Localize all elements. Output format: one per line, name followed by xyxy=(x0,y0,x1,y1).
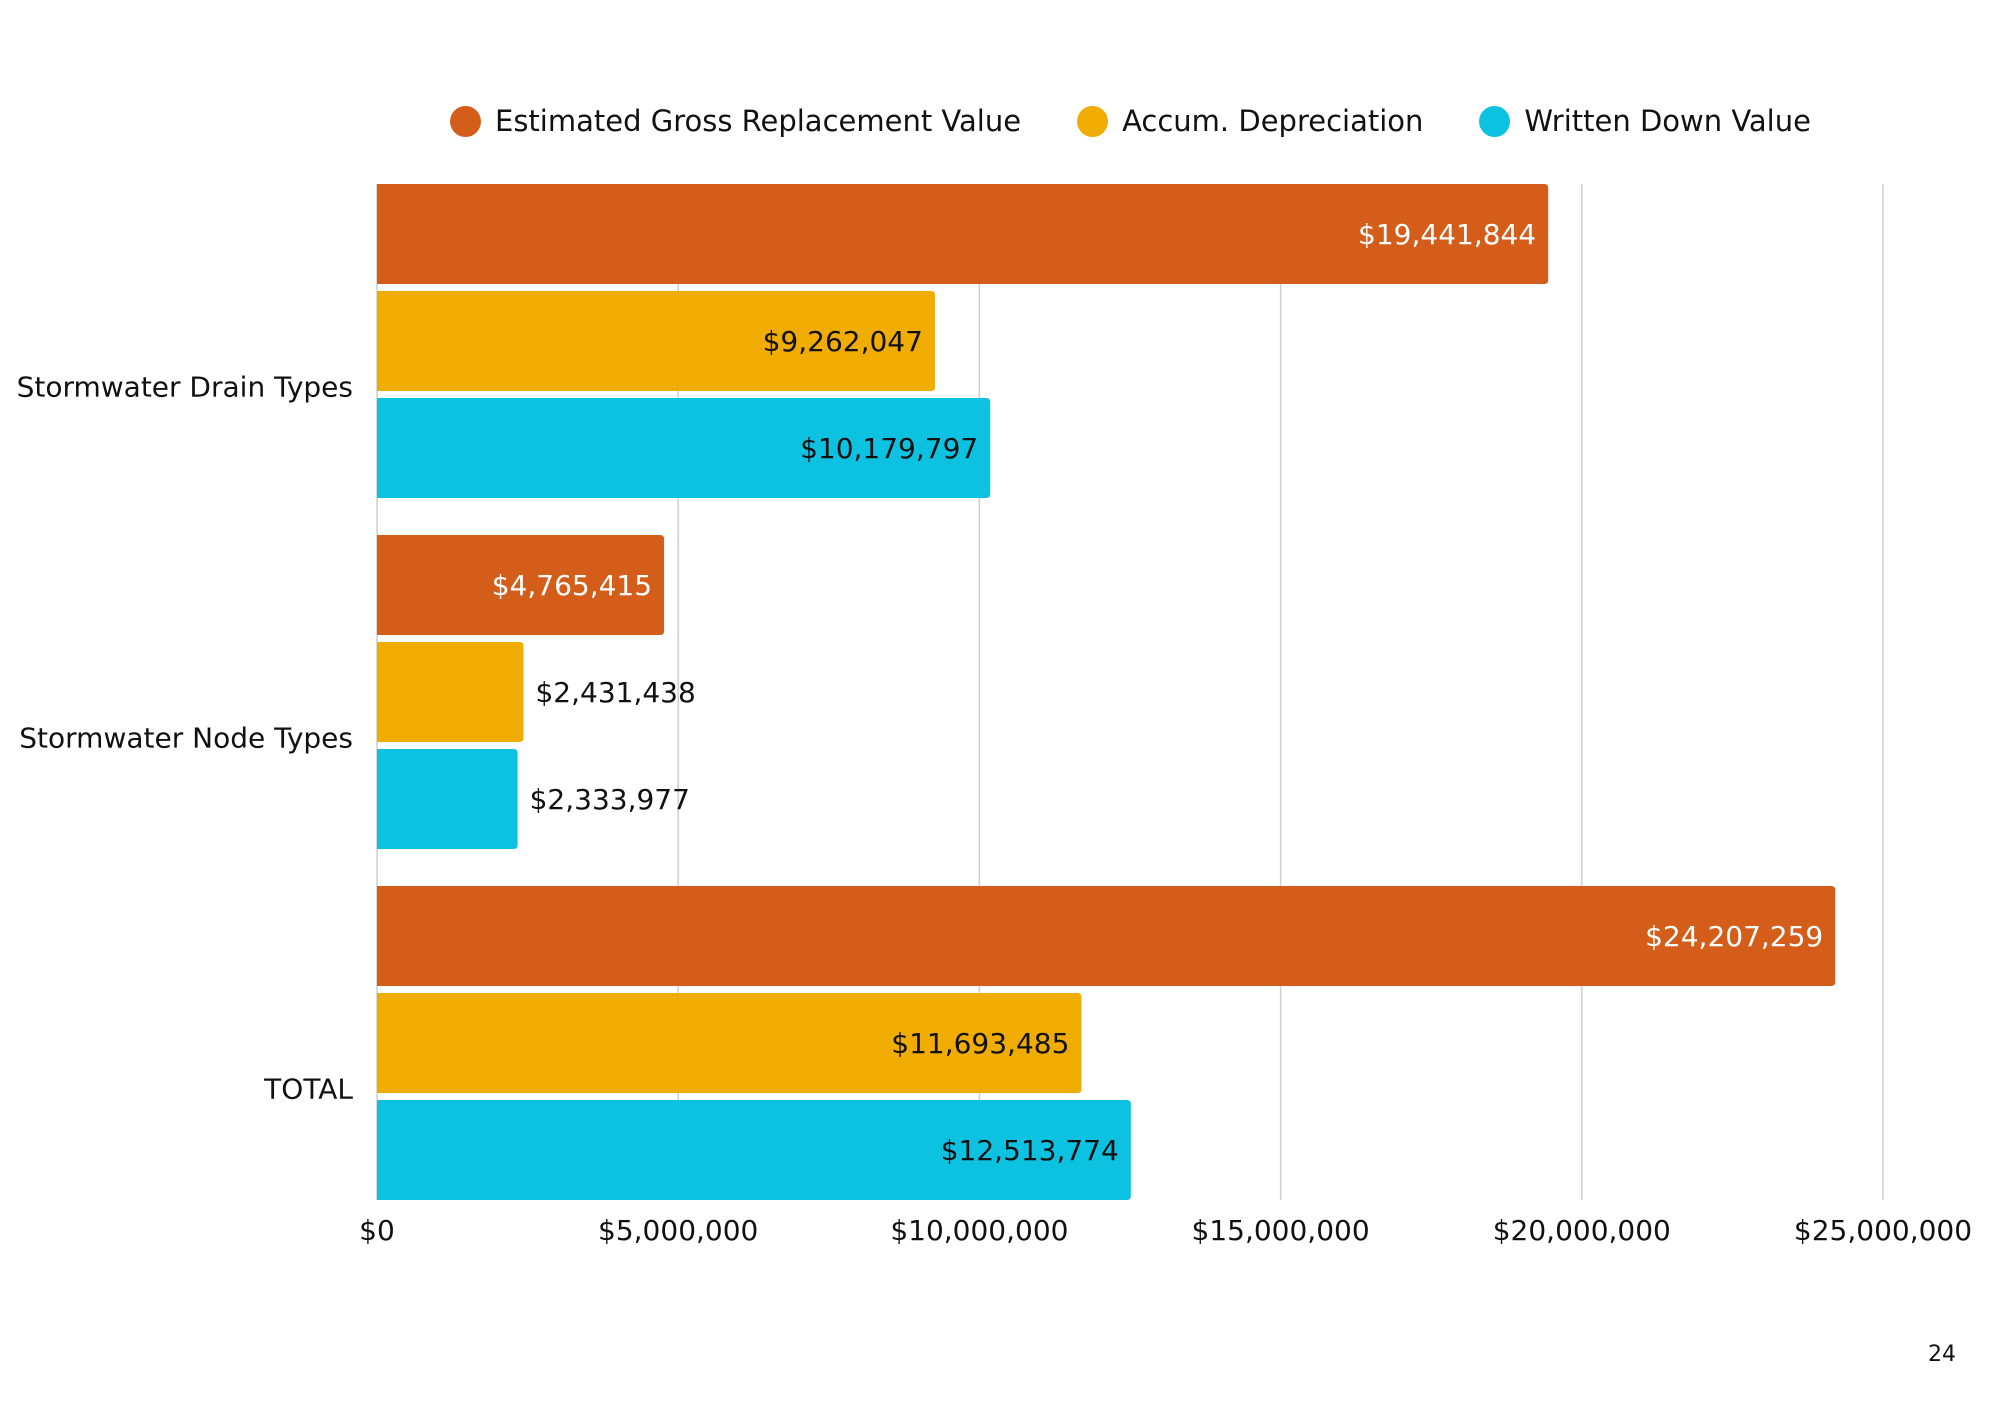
chart-legend: Estimated Gross Replacement Value Accum.… xyxy=(450,104,1867,138)
bar-estimated-gross-replacement-value-total xyxy=(377,886,1836,986)
legend-swatch-accum-depreciation xyxy=(1077,105,1109,137)
legend-label-gross-replacement: Estimated Gross Replacement Value xyxy=(495,104,1022,138)
x-tick-label: $5,000,000 xyxy=(598,1214,758,1247)
data-label-written-down-value-total: $12,513,774 xyxy=(941,1134,1119,1167)
legend-item-gross-replacement: Estimated Gross Replacement Value xyxy=(450,104,1021,138)
page-number: 24 xyxy=(1928,1342,1956,1367)
legend-item-written-down: Written Down Value xyxy=(1479,104,1811,138)
bar-written-down-value-stormwater-drain-types xyxy=(377,398,991,498)
bar-accum-depreciation-stormwater-drain-types xyxy=(377,291,935,391)
bar-accum-depreciation-total xyxy=(377,993,1082,1093)
x-tick-label: $10,000,000 xyxy=(890,1214,1068,1247)
bar-accum-depreciation-stormwater-node-types xyxy=(377,642,524,742)
data-label-accum-depreciation-stormwater-node-types: $2,431,438 xyxy=(535,676,695,709)
legend-swatch-gross-replacement xyxy=(450,105,481,137)
data-label-accum-depreciation-total: $11,693,485 xyxy=(891,1027,1069,1060)
bar-estimated-gross-replacement-value-stormwater-node-types xyxy=(377,535,665,635)
bar-written-down-value-total xyxy=(377,1100,1131,1200)
category-label-stormwater-node-types: Stormwater Node Types xyxy=(19,722,353,755)
data-label-written-down-value-stormwater-drain-types: $10,179,797 xyxy=(800,432,978,465)
data-label-estimated-gross-replacement-value-stormwater-drain-types: $19,441,844 xyxy=(1358,218,1536,251)
legend-item-accum-depreciation: Accum. Depreciation xyxy=(1077,104,1423,138)
category-label-total: TOTAL xyxy=(263,1073,353,1106)
data-label-estimated-gross-replacement-value-total: $24,207,259 xyxy=(1645,920,1823,953)
x-tick-label: $25,000,000 xyxy=(1794,1214,1972,1247)
legend-swatch-written-down xyxy=(1479,105,1511,137)
data-label-estimated-gross-replacement-value-stormwater-node-types: $4,765,415 xyxy=(492,569,652,602)
bar-written-down-value-stormwater-node-types xyxy=(377,749,518,849)
x-tick-label: $0 xyxy=(359,1214,395,1247)
legend-label-accum-depreciation: Accum. Depreciation xyxy=(1122,104,1424,138)
bar-estimated-gross-replacement-value-stormwater-drain-types xyxy=(377,184,1549,284)
x-tick-label: $15,000,000 xyxy=(1192,1214,1370,1247)
x-tick-label: $20,000,000 xyxy=(1493,1214,1671,1247)
category-label-stormwater-drain-types: Stormwater Drain Types xyxy=(17,371,353,404)
data-label-accum-depreciation-stormwater-drain-types: $9,262,047 xyxy=(763,325,923,358)
legend-label-written-down: Written Down Value xyxy=(1524,104,1811,138)
data-label-written-down-value-stormwater-node-types: $2,333,977 xyxy=(530,783,690,816)
